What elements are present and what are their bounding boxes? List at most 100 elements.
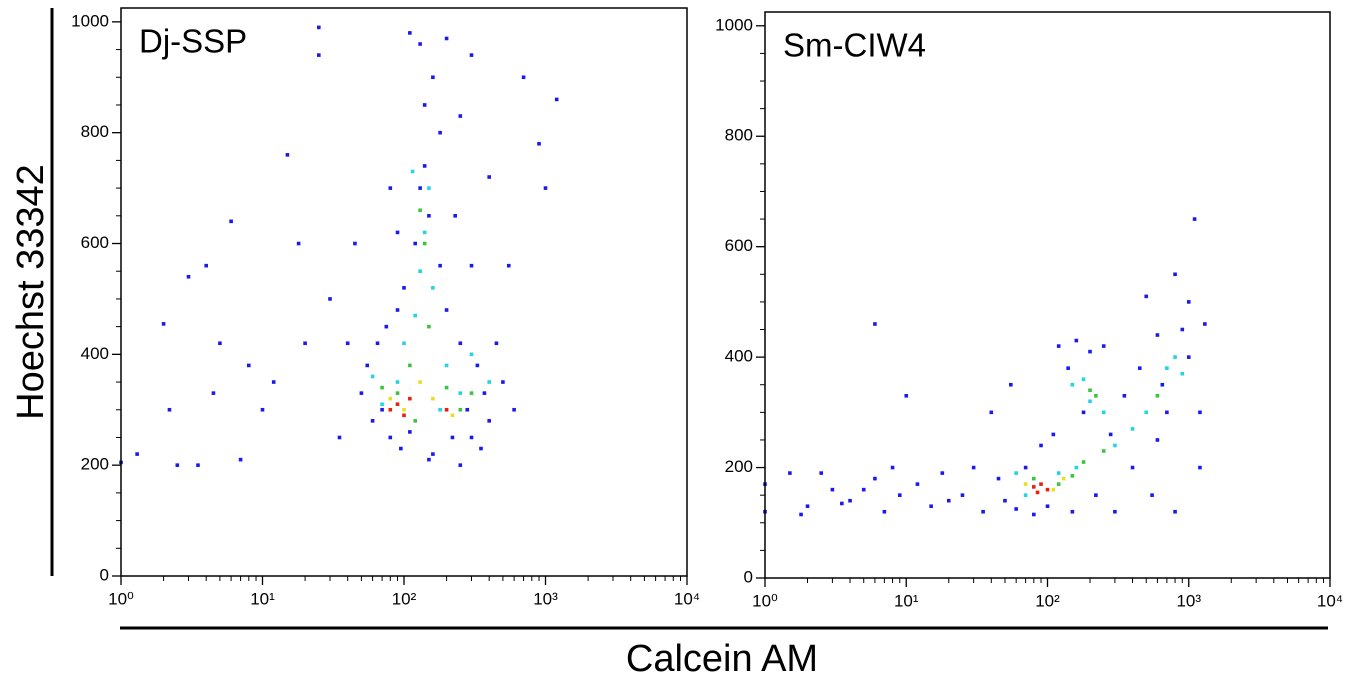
point bbox=[410, 169, 415, 174]
y-tick-label: 400 bbox=[725, 347, 753, 366]
point bbox=[819, 471, 824, 475]
point bbox=[1070, 474, 1075, 478]
point bbox=[337, 435, 342, 440]
point bbox=[890, 465, 895, 470]
point bbox=[469, 352, 474, 357]
point bbox=[1101, 344, 1106, 348]
point bbox=[940, 471, 945, 475]
point bbox=[1032, 485, 1036, 489]
point bbox=[395, 402, 400, 407]
point bbox=[840, 501, 844, 506]
point bbox=[554, 97, 559, 102]
point bbox=[1165, 366, 1169, 370]
point bbox=[1023, 493, 1028, 497]
point bbox=[444, 363, 449, 368]
y-tick-label: 200 bbox=[81, 455, 109, 474]
point bbox=[1150, 493, 1154, 497]
point bbox=[487, 175, 491, 179]
point bbox=[186, 274, 191, 279]
point bbox=[359, 391, 364, 395]
point bbox=[285, 153, 290, 157]
y-tick-label: 1000 bbox=[715, 15, 753, 34]
panel-title: Sm-CIW4 bbox=[783, 27, 926, 64]
point bbox=[1186, 300, 1191, 304]
point bbox=[1051, 432, 1056, 437]
point bbox=[487, 380, 491, 384]
y-tick-label: 600 bbox=[81, 233, 109, 252]
point bbox=[418, 380, 422, 384]
point bbox=[1113, 443, 1117, 448]
point bbox=[1165, 410, 1169, 415]
y-tick-label: 800 bbox=[81, 122, 109, 141]
point bbox=[1066, 366, 1070, 370]
point bbox=[413, 241, 418, 246]
panel-title: Dj-SSP bbox=[139, 23, 247, 60]
point bbox=[375, 341, 380, 346]
point bbox=[427, 457, 431, 462]
point bbox=[422, 164, 427, 168]
point bbox=[402, 341, 406, 346]
point bbox=[1180, 327, 1185, 332]
point bbox=[380, 385, 384, 390]
point bbox=[469, 263, 474, 268]
point bbox=[1094, 393, 1098, 398]
point bbox=[438, 407, 442, 412]
point bbox=[427, 214, 431, 218]
point bbox=[1192, 217, 1197, 221]
y-axis-title: Hoechst 33342 bbox=[10, 164, 52, 420]
point bbox=[296, 241, 301, 246]
x-axis-title: Calcein AM bbox=[626, 638, 818, 680]
point bbox=[1198, 465, 1202, 470]
point bbox=[1160, 382, 1165, 387]
point bbox=[1081, 460, 1086, 464]
point bbox=[494, 341, 499, 346]
point bbox=[788, 471, 792, 475]
point bbox=[1009, 382, 1013, 387]
point bbox=[1088, 349, 1092, 354]
point bbox=[1198, 410, 1202, 415]
x-tick-label: 10³ bbox=[533, 589, 558, 608]
point bbox=[418, 208, 422, 213]
point bbox=[345, 341, 350, 346]
point bbox=[1155, 438, 1160, 442]
point bbox=[388, 407, 393, 412]
point bbox=[1045, 487, 1050, 492]
point bbox=[1070, 509, 1075, 514]
point bbox=[1056, 482, 1061, 486]
point bbox=[458, 407, 463, 412]
point bbox=[805, 504, 810, 509]
point bbox=[438, 130, 442, 135]
point bbox=[402, 413, 406, 418]
point bbox=[408, 430, 412, 434]
point bbox=[1014, 471, 1018, 475]
x-tick-label: 10⁴ bbox=[1317, 591, 1343, 610]
point bbox=[915, 482, 920, 486]
point bbox=[238, 457, 243, 462]
point bbox=[365, 363, 370, 368]
point bbox=[929, 504, 933, 509]
point bbox=[303, 341, 307, 346]
point bbox=[408, 363, 412, 368]
point bbox=[395, 230, 400, 235]
y-tick-label: 200 bbox=[725, 457, 753, 476]
point bbox=[996, 476, 1001, 481]
point bbox=[960, 493, 965, 497]
point bbox=[402, 286, 406, 290]
x-tick-label: 10⁰ bbox=[752, 591, 778, 610]
point bbox=[1074, 338, 1079, 343]
point bbox=[1032, 512, 1036, 517]
point bbox=[981, 509, 985, 514]
point bbox=[971, 465, 976, 470]
point bbox=[218, 341, 222, 346]
point bbox=[370, 419, 375, 423]
point bbox=[1122, 393, 1127, 398]
y-tick-label: 400 bbox=[81, 344, 109, 363]
panel: Dj-SSP 10⁰ 10¹ 10² 10³ 10⁴ 0 200 400 600 800 1000 bbox=[71, 7, 700, 608]
point bbox=[882, 509, 887, 514]
point bbox=[1045, 504, 1050, 509]
point bbox=[946, 498, 951, 503]
point bbox=[465, 407, 470, 412]
x-tick-label: 10⁴ bbox=[674, 589, 700, 608]
point bbox=[873, 476, 877, 481]
x-tick-label: 10² bbox=[392, 589, 417, 608]
